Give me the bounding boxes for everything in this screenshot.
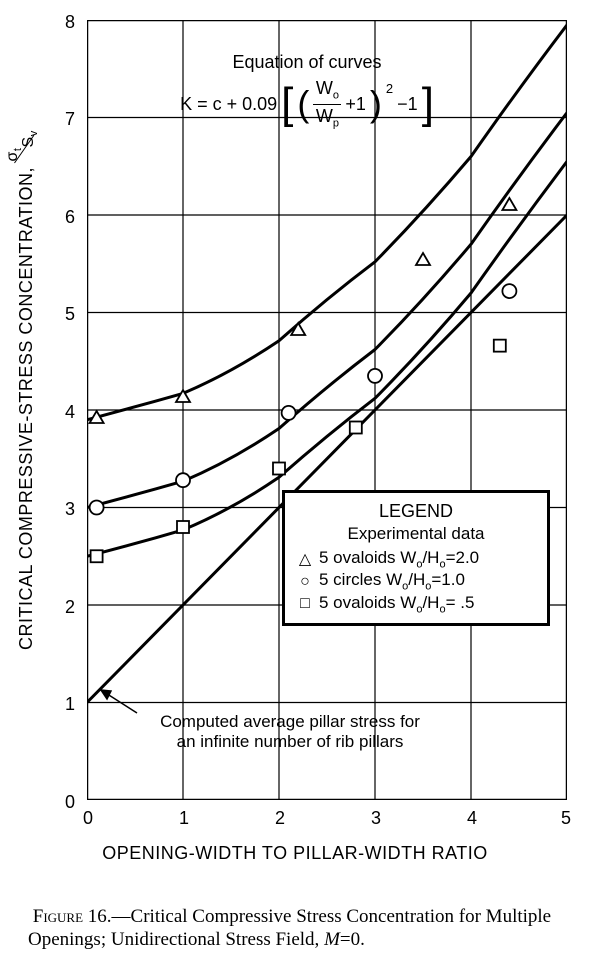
y-tick-6: 6	[65, 207, 75, 228]
x-tick-2: 2	[275, 808, 285, 829]
chart-container: CRITICAL COMPRESSIVE-STRESS CONCENTRATIO…	[15, 10, 575, 880]
y-axis-label-text: CRITICAL COMPRESSIVE-STRESS CONCENTRATIO…	[16, 161, 36, 650]
square-icon: □	[297, 595, 313, 613]
x-tick-1: 1	[179, 808, 189, 829]
figure-caption: Figure 16.—Critical Compressive Stress C…	[28, 905, 573, 953]
x-tick-4: 4	[467, 808, 477, 829]
equation-prefix: K = c + 0.09	[180, 94, 277, 115]
triangle-icon: △	[297, 549, 313, 569]
x-tick-0: 0	[83, 808, 93, 829]
y-tick-3: 3	[65, 499, 75, 520]
equation-title: Equation of curves	[157, 52, 457, 73]
equation-box: Equation of curves K = c + 0.09 [ ( Wo W…	[157, 52, 457, 129]
caption-fig-label: Figure 16.	[33, 906, 112, 927]
y-tick-0: 0	[65, 792, 75, 813]
plot-svg	[87, 20, 567, 800]
y-tick-1: 1	[65, 694, 75, 715]
y-axis-label: CRITICAL COMPRESSIVE-STRESS CONCENTRATIO…	[10, 131, 40, 650]
legend-subtitle: Experimental data	[297, 524, 535, 544]
annotation-arrow	[101, 690, 137, 713]
y-tick-5: 5	[65, 304, 75, 325]
x-tick-3: 3	[371, 808, 381, 829]
x-tick-5: 5	[561, 808, 571, 829]
legend-row-0: △ 5 ovaloids Wo/Ho=2.0	[297, 548, 535, 570]
legend-row-2: □ 5 ovaloids Wo/Ho= .5	[297, 593, 535, 615]
curve-c30	[87, 113, 567, 508]
y-tick-7: 7	[65, 109, 75, 130]
curve-linear	[87, 215, 567, 703]
y-tick-8: 8	[65, 12, 75, 33]
y-tick-4: 4	[65, 402, 75, 423]
y-tick-2: 2	[65, 597, 75, 618]
legend-title: LEGEND	[297, 501, 535, 522]
annotation-text: Computed average pillar stress for an in…	[135, 712, 445, 753]
legend-row-1: ○ 5 circles Wo/Ho=1.0	[297, 570, 535, 592]
circle-icon: ○	[297, 573, 313, 591]
legend-box: LEGEND Experimental data △ 5 ovaloids Wo…	[282, 490, 550, 626]
plot-area: Equation of curves K = c + 0.09 [ ( Wo W…	[87, 20, 567, 800]
x-axis-label: OPENING-WIDTH TO PILLAR-WIDTH RATIO	[15, 843, 575, 864]
points-ovaloid-20	[90, 198, 517, 423]
